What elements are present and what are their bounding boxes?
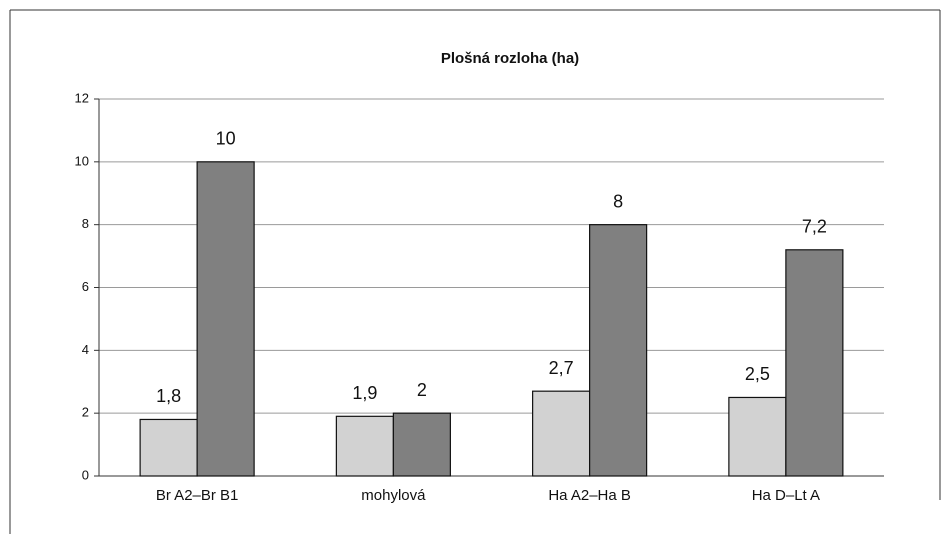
y-tick-label: 12 <box>75 90 89 105</box>
value-label: 8 <box>613 191 623 211</box>
value-label: 2,5 <box>745 364 770 384</box>
bar <box>728 396 787 477</box>
y-tick-label: 10 <box>75 153 89 168</box>
y-tick-label: 2 <box>82 405 89 420</box>
chart-title: Plošná rozloha (ha) <box>441 50 579 67</box>
value-label: 10 <box>216 129 236 149</box>
y-tick-label: 8 <box>82 216 89 231</box>
value-label: 2,7 <box>549 358 574 378</box>
x-tick-label: mohylová <box>361 487 426 504</box>
x-tick-label: Ha A2–Ha B <box>548 487 631 504</box>
value-label: 7,2 <box>802 217 827 237</box>
value-label: 2 <box>417 380 427 400</box>
bar <box>785 249 844 477</box>
bar <box>532 390 591 477</box>
y-tick-label: 6 <box>82 279 89 294</box>
x-tick-label: Br A2–Br B1 <box>156 487 239 504</box>
x-tick-label: Ha D–Lt A <box>752 487 820 504</box>
bar <box>335 415 394 477</box>
y-tick-label: 4 <box>82 342 89 357</box>
value-label: 1,9 <box>352 383 377 403</box>
y-tick-label: 0 <box>82 467 89 482</box>
bar <box>196 161 255 477</box>
bar <box>589 224 648 477</box>
value-label: 1,8 <box>156 386 181 406</box>
bar <box>139 418 198 477</box>
bar <box>392 412 451 477</box>
